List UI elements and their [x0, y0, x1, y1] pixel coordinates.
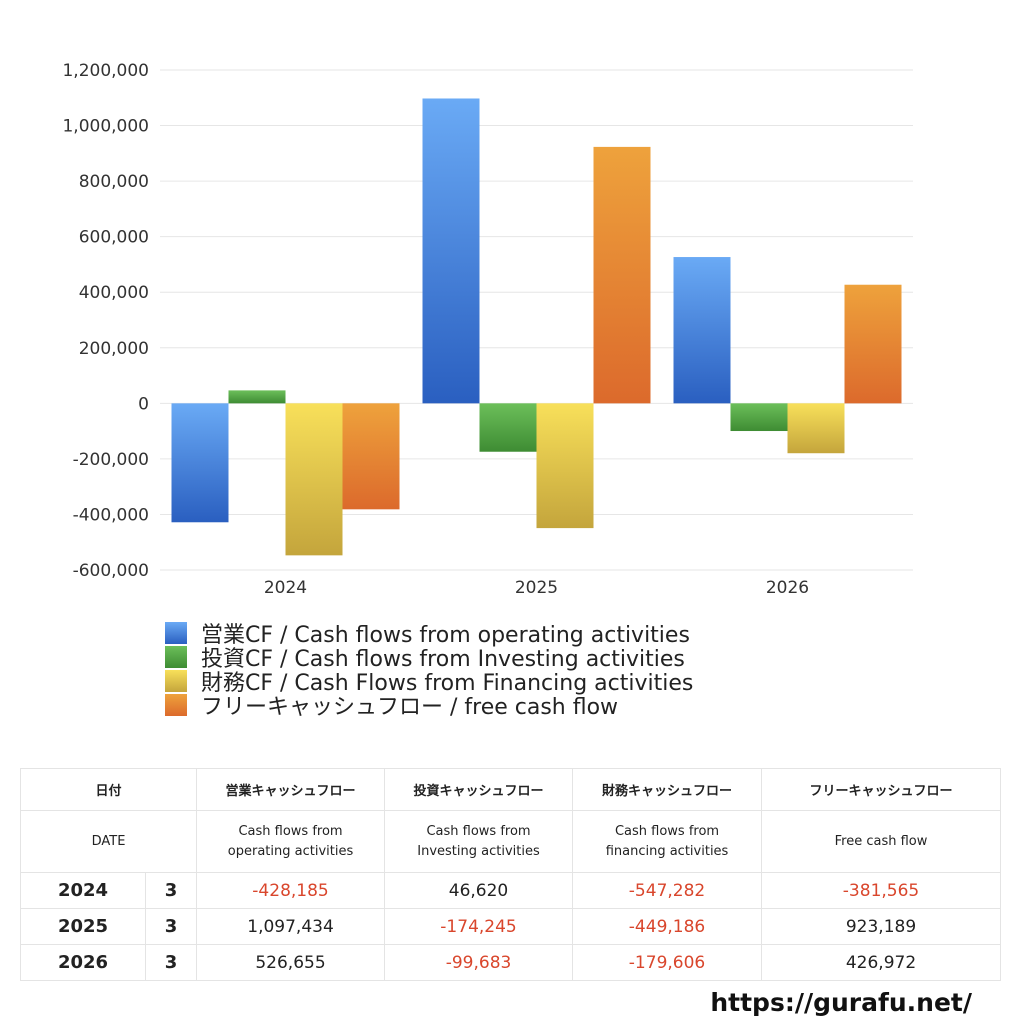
header-investing-jp: 投資キャッシュフロー — [384, 768, 574, 811]
bar-2024-series-3[interactable] — [285, 403, 343, 556]
header-date-en: DATE — [19, 810, 198, 873]
cell-operating: -428,185 — [196, 872, 386, 909]
row-year: 2026 — [20, 944, 146, 981]
y-axis-tick-labels: 1,200,000 1,000,000 800,000 600,000 400,000 2… — [62, 61, 149, 581]
bar-2026-series-1[interactable] — [673, 257, 731, 404]
cell-investing: -99,683 — [384, 944, 574, 981]
bars — [171, 98, 902, 556]
bar-2024-series-4[interactable] — [342, 403, 400, 510]
table-row: 2024 3 -428,185 46,620 -547,282 -381,565 — [20, 872, 1002, 909]
table-header-en: DATE Cash flows from operating activities… — [19, 810, 1002, 873]
cell-operating: 1,097,434 — [196, 908, 386, 945]
bar-2026-series-4[interactable] — [844, 284, 902, 404]
cash-flow-bar-chart: 1,200,000 1,000,000 800,000 600,000 400,000 2… — [62, 61, 913, 598]
legend-item-operating[interactable]: 営業CF / Cash flows from operating activit… — [165, 621, 693, 648]
cash-flow-table: 日付 営業キャッシュフロー 投資キャッシュフロー 財務キャッシュフロー フリーキ… — [19, 768, 1002, 981]
row-month: 3 — [144, 908, 198, 945]
cell-financing: -547,282 — [572, 872, 763, 909]
y-tick-label: 1,200,000 — [62, 61, 149, 81]
cell-financing: -449,186 — [572, 908, 763, 945]
y-tick-label: 800,000 — [79, 172, 149, 192]
y-tick-label: 400,000 — [79, 283, 149, 303]
legend-swatch-operating — [165, 622, 187, 644]
legend-item-investing[interactable]: 投資CF / Cash flows from Investing activit… — [165, 645, 693, 672]
legend-swatch-financing — [165, 670, 187, 692]
bar-2026-series-3[interactable] — [787, 403, 845, 454]
legend-label: 財務CF / Cash Flows from Financing activit… — [201, 671, 694, 696]
row-year: 2024 — [20, 872, 146, 909]
cell-investing: -174,245 — [384, 908, 574, 945]
legend-swatch-free — [165, 694, 187, 716]
header-operating-jp: 営業キャッシュフロー — [196, 768, 386, 811]
x-axis-tick-labels: 2024 2025 2026 — [264, 578, 809, 598]
bar-2025-series-3[interactable] — [536, 403, 594, 529]
legend: 営業CF / Cash flows from operating activit… — [165, 621, 693, 720]
bar-2024-series-1[interactable] — [171, 403, 229, 523]
legend-label: フリーキャッシュフロー / free cash flow — [201, 695, 619, 720]
y-tick-label: 200,000 — [79, 339, 149, 359]
cell-free: -381,565 — [761, 872, 1002, 909]
row-year: 2025 — [20, 908, 146, 945]
y-tick-label: -400,000 — [73, 505, 149, 525]
y-tick-label: 0 — [138, 394, 149, 414]
legend-label: 営業CF / Cash flows from operating activit… — [201, 623, 690, 648]
cell-free: 426,972 — [761, 944, 1002, 981]
header-date-jp: 日付 — [19, 768, 198, 811]
legend-swatch-investing — [165, 646, 187, 668]
header-free-jp: フリーキャッシュフロー — [761, 768, 1002, 811]
table-header-jp: 日付 営業キャッシュフロー 投資キャッシュフロー 財務キャッシュフロー フリーキ… — [19, 768, 1002, 811]
y-tick-label: -600,000 — [73, 561, 149, 581]
bar-2025-series-1[interactable] — [422, 98, 480, 404]
y-tick-label: 1,000,000 — [62, 117, 149, 137]
legend-item-free[interactable]: フリーキャッシュフロー / free cash flow — [165, 693, 693, 720]
row-month: 3 — [144, 944, 198, 981]
cell-financing: -179,606 — [572, 944, 763, 981]
y-tick-label: 600,000 — [79, 228, 149, 248]
cell-investing: 46,620 — [384, 872, 574, 909]
header-financing-en: Cash flows from financing activities — [572, 810, 763, 873]
legend-item-financing[interactable]: 財務CF / Cash Flows from Financing activit… — [165, 669, 693, 696]
x-tick-label: 2025 — [515, 578, 558, 598]
cell-free: 923,189 — [761, 908, 1002, 945]
header-financing-jp: 財務キャッシュフロー — [572, 768, 763, 811]
bar-2024-series-2[interactable] — [228, 390, 286, 404]
bar-2025-series-2[interactable] — [479, 403, 537, 452]
legend-label: 投資CF / Cash flows from Investing activit… — [201, 647, 685, 672]
x-tick-label: 2024 — [264, 578, 307, 598]
table-row: 2026 3 526,655 -99,683 -179,606 426,972 — [20, 944, 1002, 981]
y-tick-label: -200,000 — [73, 450, 149, 470]
cell-operating: 526,655 — [196, 944, 386, 981]
x-tick-label: 2026 — [766, 578, 809, 598]
row-month: 3 — [144, 872, 198, 909]
bar-2025-series-4[interactable] — [593, 146, 651, 404]
table-row: 2025 3 1,097,434 -174,245 -449,186 923,1… — [20, 908, 1002, 945]
header-operating-en: Cash flows from operating activities — [196, 810, 386, 873]
watermark-url: https://gurafu.net/ — [710, 988, 972, 1017]
bar-2026-series-2[interactable] — [730, 403, 788, 432]
header-free-en: Free cash flow — [761, 810, 1002, 873]
header-investing-en: Cash flows from Investing activities — [384, 810, 574, 873]
